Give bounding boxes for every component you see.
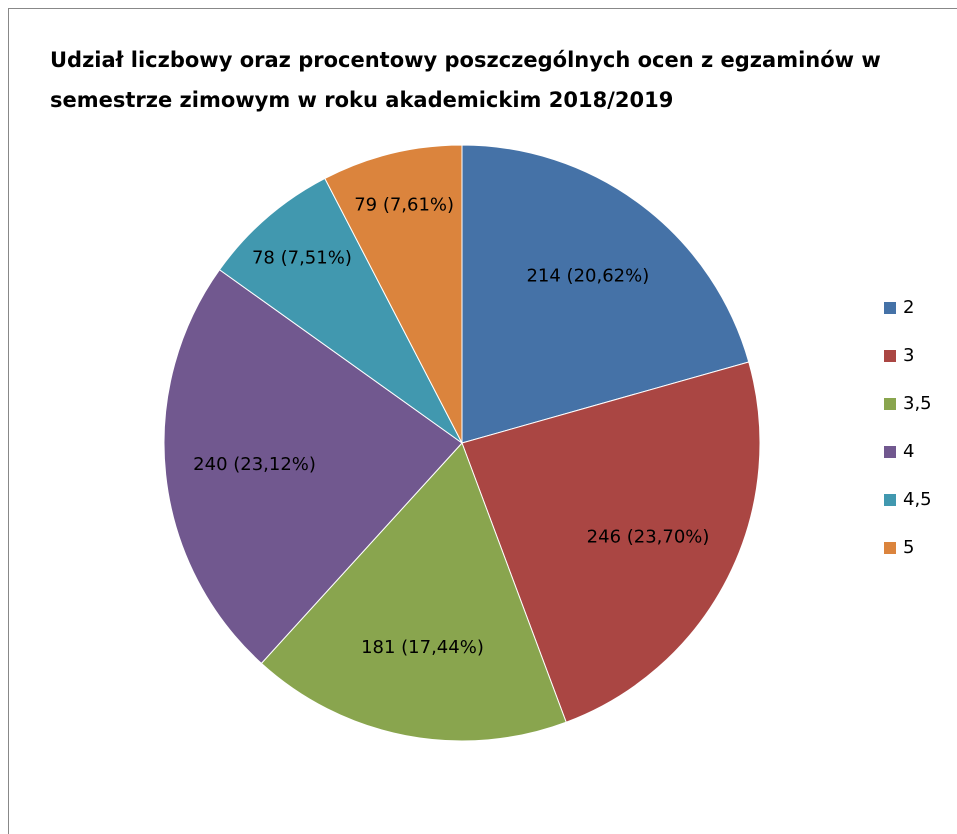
legend-label: 3 [903, 345, 914, 366]
legend-swatch [884, 446, 896, 458]
data-label: 240 (23,12%) [193, 454, 316, 475]
pie-slice [461, 361, 761, 723]
legend-swatch [884, 350, 896, 362]
pie-slice [163, 269, 463, 665]
legend-swatch [884, 398, 896, 410]
data-label: 181 (17,44%) [361, 637, 484, 658]
data-label: 246 (23,70%) [587, 526, 710, 547]
legend-swatch [884, 542, 896, 554]
legend-swatch [884, 494, 896, 506]
legend-label: 3,5 [903, 393, 932, 414]
data-label: 78 (7,51%) [252, 247, 352, 268]
data-label: 214 (20,62%) [526, 266, 649, 287]
legend-label: 2 [903, 297, 914, 318]
legend-swatch [884, 302, 896, 314]
legend-label: 4 [903, 441, 914, 462]
pie-slice [260, 442, 567, 742]
pie-slice [218, 177, 463, 444]
legend-label: 4,5 [903, 489, 932, 510]
pie-slice [324, 144, 463, 444]
chart-title: Udział liczbowy oraz procentowy poszczeg… [50, 48, 881, 112]
pie-slice [461, 144, 750, 444]
data-label: 79 (7,61%) [354, 195, 454, 216]
legend-label: 5 [903, 537, 914, 558]
